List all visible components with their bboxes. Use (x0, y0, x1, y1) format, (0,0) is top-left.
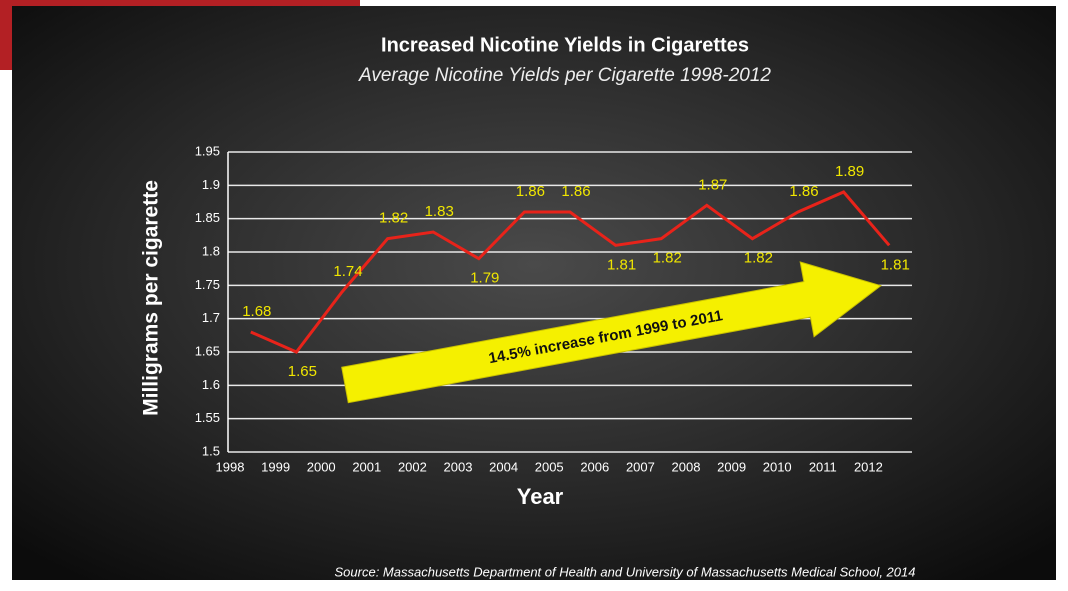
chart-title: Increased Nicotine Yields in Cigarettes (381, 34, 749, 56)
data-label: 1.89 (835, 163, 864, 180)
data-label: 1.68 (242, 303, 271, 320)
x-tick-label: 2010 (763, 459, 792, 474)
data-label: 1.87 (698, 176, 727, 193)
chart-subtitle: Average Nicotine Yields per Cigarette 19… (358, 65, 771, 86)
x-tick-label: 2008 (672, 459, 701, 474)
x-tick-label: 1998 (216, 459, 245, 474)
background (12, 6, 1056, 580)
data-label: 1.82 (653, 250, 682, 267)
x-tick-label: 2007 (626, 459, 655, 474)
x-tick-label: 1999 (261, 459, 290, 474)
x-tick-label: 2000 (307, 459, 336, 474)
y-tick-label: 1.5 (202, 443, 220, 458)
y-tick-label: 1.8 (202, 243, 220, 258)
data-label: 1.86 (516, 183, 545, 200)
y-tick-label: 1.75 (195, 277, 220, 292)
source-note: Source: Massachusetts Department of Heal… (335, 564, 916, 579)
y-tick-label: 1.6 (202, 377, 220, 392)
y-tick-label: 1.85 (195, 210, 220, 225)
data-label: 1.86 (789, 183, 818, 200)
x-tick-label: 2002 (398, 459, 427, 474)
y-axis-label: Milligrams per cigarette (140, 180, 163, 416)
x-tick-label: 2005 (535, 459, 564, 474)
y-tick-label: 1.65 (195, 343, 220, 358)
data-label: 1.83 (425, 203, 454, 220)
data-label: 1.79 (470, 270, 499, 287)
x-tick-label: 2011 (809, 459, 837, 474)
line (250, 190, 891, 354)
x-tick-label: 2004 (489, 459, 518, 474)
y-tick-label: 1.7 (202, 310, 220, 325)
data-label: 1.82 (744, 250, 773, 267)
x-tick-label: 2009 (717, 459, 746, 474)
x-tick-label: 2006 (580, 459, 609, 474)
x-axis-label: Year (517, 484, 564, 509)
arrow-shape (341, 261, 882, 404)
y-tick-label: 1.55 (195, 410, 220, 425)
x-tick-label: 2001 (352, 459, 381, 474)
x-tick-label: 2012 (854, 459, 883, 474)
x-tick-label: 2003 (444, 459, 473, 474)
data-label: 1.81 (607, 256, 636, 273)
data-label: 1.82 (379, 210, 408, 227)
data-label: 1.65 (288, 363, 317, 380)
y-tick-label: 1.9 (202, 177, 220, 192)
data-label: 1.81 (881, 256, 910, 273)
data-label: 1.86 (561, 183, 590, 200)
y-tick-label: 1.95 (195, 143, 220, 158)
data-label: 1.74 (333, 263, 362, 280)
